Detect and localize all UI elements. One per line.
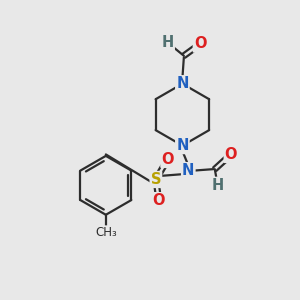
Text: CH₃: CH₃: [95, 226, 117, 239]
Text: S: S: [151, 172, 161, 187]
Text: N: N: [176, 138, 189, 153]
Text: O: O: [194, 37, 206, 52]
Text: O: O: [225, 147, 237, 162]
Text: H: H: [161, 35, 174, 50]
Text: H: H: [212, 178, 224, 193]
Text: O: O: [161, 152, 174, 167]
Text: N: N: [182, 163, 194, 178]
Text: N: N: [176, 76, 189, 91]
Text: O: O: [153, 193, 165, 208]
